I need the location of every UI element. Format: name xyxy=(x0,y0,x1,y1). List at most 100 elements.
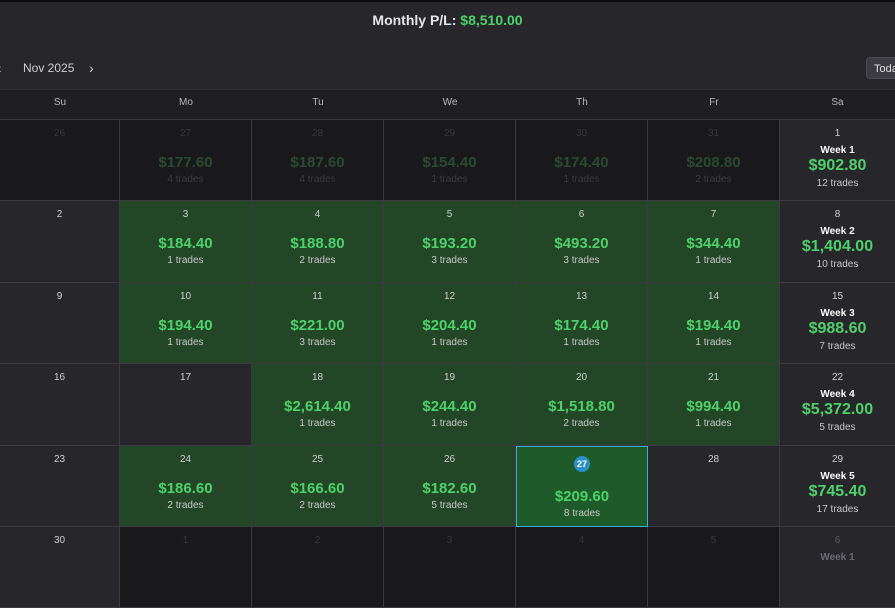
calendar-day-cell[interactable]: 26 xyxy=(0,120,120,201)
day-trade-count: 1 trades xyxy=(252,418,383,429)
day-pnl: $174.40 xyxy=(516,154,647,171)
day-trade-count: 2 trades xyxy=(120,500,251,511)
day-number: 3 xyxy=(120,209,251,220)
day-number: 21 xyxy=(648,372,779,383)
day-number: 1 xyxy=(780,128,895,139)
calendar-day-cell[interactable]: 1 xyxy=(120,527,252,608)
week-trade-count: 5 trades xyxy=(780,422,895,433)
calendar-day-cell[interactable]: 30 xyxy=(0,527,120,608)
calendar-day-cell[interactable]: 5 $193.20 3 trades xyxy=(384,201,516,283)
day-number: 8 xyxy=(780,209,895,220)
week-label: Week 3 xyxy=(780,308,895,319)
day-trade-count: 5 trades xyxy=(384,500,515,511)
week-pnl: $5,372.00 xyxy=(780,401,895,419)
day-number: 4 xyxy=(252,209,383,220)
day-pnl: $193.20 xyxy=(384,235,515,252)
day-trade-count: 3 trades xyxy=(384,255,515,266)
day-number: 6 xyxy=(780,535,895,546)
chevron-left-icon[interactable]: ‹ xyxy=(0,60,2,76)
day-pnl: $184.40 xyxy=(120,235,251,252)
day-pnl: $1,518.80 xyxy=(516,398,647,415)
day-pnl: $209.60 xyxy=(517,488,647,505)
day-number: 3 xyxy=(384,535,515,546)
calendar-day-cell[interactable]: 2 xyxy=(0,201,120,283)
day-number: 20 xyxy=(516,372,647,383)
calendar-day-cell[interactable]: 4 xyxy=(516,527,648,608)
calendar-day-cell[interactable]: 23 xyxy=(0,446,120,527)
day-pnl: $194.40 xyxy=(120,317,251,334)
calendar-day-cell[interactable]: 2 xyxy=(252,527,384,608)
today-button[interactable]: Today xyxy=(866,57,895,79)
day-number: 28 xyxy=(648,454,779,465)
day-pnl: $344.40 xyxy=(648,235,779,252)
week-trade-count: 12 trades xyxy=(780,178,895,189)
day-number: 22 xyxy=(780,372,895,383)
day-number: 4 xyxy=(516,535,647,546)
day-pnl: $994.40 xyxy=(648,398,779,415)
week-summary-cell[interactable]: 6 Week 1 xyxy=(780,527,895,608)
week-label: Week 4 xyxy=(780,389,895,400)
calendar-day-cell[interactable]: 17 xyxy=(120,364,252,446)
current-month-label: Nov 2025 xyxy=(23,61,74,75)
day-number: 30 xyxy=(516,128,647,139)
today-badge-wrap: 27 xyxy=(517,454,647,472)
day-trade-count: 2 trades xyxy=(252,500,383,511)
calendar-day-cell[interactable]: 18 $2,614.40 1 trades xyxy=(252,364,384,446)
day-pnl: $2,614.40 xyxy=(252,398,383,415)
weekday-label: Th xyxy=(516,97,648,108)
day-trade-count: 1 trades xyxy=(384,174,515,185)
chevron-right-icon[interactable]: › xyxy=(89,60,94,76)
week-label: Week 2 xyxy=(780,226,895,237)
day-trade-count: 1 trades xyxy=(384,418,515,429)
day-number: 6 xyxy=(516,209,647,220)
day-number: 19 xyxy=(384,372,515,383)
day-number: 18 xyxy=(252,372,383,383)
day-pnl: $221.00 xyxy=(252,317,383,334)
day-number: 9 xyxy=(0,291,119,302)
monthly-pnl-value: $8,510.00 xyxy=(460,12,522,28)
day-trade-count: 1 trades xyxy=(120,337,251,348)
calendar-day-cell[interactable]: 5 xyxy=(648,527,780,608)
day-number: 31 xyxy=(648,128,779,139)
week-trade-count: 10 trades xyxy=(780,259,895,270)
week-summary-cell[interactable]: 22 Week 4$5,372.00 5 trades xyxy=(780,364,895,446)
week-trade-count: 17 trades xyxy=(780,504,895,515)
calendar-day-cell[interactable]: 3 xyxy=(384,527,516,608)
calendar-day-cell[interactable]: 9 xyxy=(0,283,120,364)
calendar-day-cell[interactable]: 16 xyxy=(0,364,120,446)
day-pnl: $188.80 xyxy=(252,235,383,252)
day-number: 7 xyxy=(648,209,779,220)
weekday-label: Fr xyxy=(648,97,780,108)
day-number: 11 xyxy=(252,291,383,302)
day-pnl: $174.40 xyxy=(516,317,647,334)
calendar-day-cell[interactable]: 28 xyxy=(648,446,780,527)
weekday-label: Mo xyxy=(120,97,252,108)
week-label: Week 1 xyxy=(780,552,895,563)
day-number: 5 xyxy=(384,209,515,220)
